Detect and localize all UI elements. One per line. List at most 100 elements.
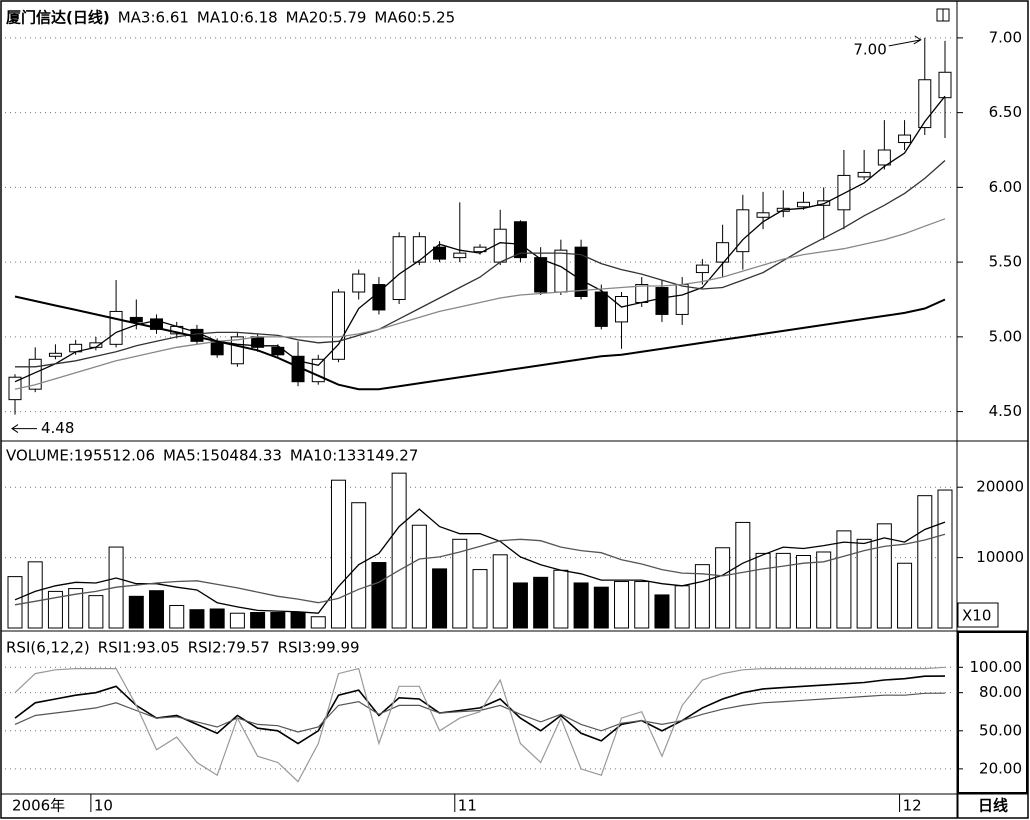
- volume-bar: [47, 590, 63, 629]
- candle-body: [594, 291, 608, 327]
- volume-bar: [371, 562, 387, 629]
- y-tick-label: 5.50: [989, 253, 1022, 271]
- rsi-axis-box: [957, 631, 1028, 794]
- candle-body: [230, 336, 244, 365]
- annotation-arrow: [11, 424, 37, 434]
- volume-bar: [452, 538, 468, 629]
- volume-bar: [391, 472, 407, 629]
- legend-entry: MA10:6.18: [197, 9, 278, 27]
- volume-bar: [128, 595, 144, 629]
- candle-body: [150, 318, 164, 330]
- legend-entry: MA60:5.25: [374, 9, 455, 27]
- volume-bar: [735, 521, 751, 629]
- volume-bar: [27, 561, 43, 629]
- candle-body: [493, 228, 507, 263]
- candle-body: [109, 310, 123, 345]
- indicator-line: [14, 218, 946, 390]
- x-tick-label: 11: [458, 797, 477, 815]
- candle-body: [574, 246, 588, 297]
- candle-body: [837, 174, 851, 211]
- volume-bar: [492, 554, 508, 629]
- candle-body: [938, 71, 952, 99]
- annotation: 7.00: [853, 40, 886, 58]
- volume-bar: [290, 612, 306, 629]
- volume-bar: [169, 604, 185, 629]
- indicator-line: [14, 533, 946, 606]
- indicator-line: [14, 666, 946, 783]
- volume-bar: [432, 568, 448, 629]
- volume-bar: [917, 495, 933, 629]
- indicator-line: [15, 160, 946, 368]
- candle-body: [412, 236, 426, 263]
- volume-bar: [897, 562, 913, 629]
- y-tick-label: 50.00: [979, 721, 1022, 739]
- period-button[interactable]: 日线: [978, 797, 1008, 815]
- y-tick-label: 10000: [976, 548, 1024, 566]
- y-tick-label: 4.50: [989, 402, 1022, 420]
- volume-bar: [330, 479, 346, 629]
- y-tick-label: 7.00: [989, 28, 1022, 46]
- candle-body: [695, 264, 709, 274]
- legend-entry: RSI2:79.57: [188, 639, 270, 657]
- x-tick-label: 10: [94, 797, 113, 815]
- volume-bar: [310, 616, 326, 629]
- legend-entry: MA5:150484.33: [163, 447, 282, 465]
- indicator-line: [14, 508, 946, 614]
- volume-bar: [573, 582, 589, 629]
- volume-bar: [553, 569, 569, 629]
- y-tick-label: 100.00: [970, 658, 1023, 676]
- indicator-line: [14, 295, 946, 391]
- candle-body: [736, 209, 750, 253]
- volume-bar: [795, 555, 811, 629]
- candle-body: [453, 252, 467, 259]
- y-tick-label: 6.50: [989, 103, 1022, 121]
- volume-bar: [189, 609, 205, 629]
- volume-bar: [472, 569, 488, 629]
- volume-bar: [270, 612, 286, 629]
- candle-body: [817, 200, 831, 206]
- legend-entry: MA3:6.61: [118, 9, 189, 27]
- volume-bar: [209, 608, 225, 629]
- unit-box: [957, 602, 999, 628]
- x-tick-label: 2006年: [12, 797, 65, 815]
- indicator-line: [14, 692, 946, 733]
- annotation: 4.48: [41, 419, 74, 437]
- y-tick-label: 20.00: [979, 759, 1022, 777]
- volume-bar: [634, 581, 650, 629]
- candle-body: [210, 340, 224, 356]
- candle-body: [898, 134, 912, 144]
- legend-entry: RSI1:93.05: [98, 639, 180, 657]
- volume-bar: [876, 523, 892, 629]
- indicator-line: [14, 675, 946, 745]
- annotation-arrow: [888, 35, 922, 47]
- x-tick-label: 12: [903, 797, 922, 815]
- volume-bar: [250, 612, 266, 629]
- volume-bar: [411, 524, 427, 629]
- legend-entry: MA10:133149.27: [290, 447, 418, 465]
- volume-bar: [755, 552, 771, 629]
- panel-title: RSI(6,12,2): [6, 639, 90, 657]
- y-tick-label: 80.00: [979, 683, 1022, 701]
- volume-bar: [68, 588, 84, 629]
- candle-body: [635, 284, 649, 303]
- candle-body: [877, 149, 891, 166]
- y-tick-label: 20000: [976, 478, 1024, 496]
- candle-body: [675, 284, 689, 315]
- candle-body: [534, 257, 548, 293]
- candle-body: [655, 287, 669, 315]
- volume-bar: [836, 530, 852, 629]
- candle-body: [513, 221, 527, 259]
- candle-body: [392, 236, 406, 300]
- candle-body: [129, 316, 143, 323]
- legend-entry: MA20:5.79: [286, 9, 367, 27]
- candle-body: [554, 249, 568, 293]
- candle-body: [716, 242, 730, 263]
- candle-body: [615, 295, 629, 323]
- candle-body: [756, 212, 770, 218]
- y-tick-label: 5.00: [989, 327, 1022, 345]
- panel-title: VOLUME:195512.06: [6, 447, 155, 465]
- volume-bar: [937, 489, 953, 629]
- volume-bar: [229, 612, 245, 629]
- volume-bar: [7, 576, 23, 629]
